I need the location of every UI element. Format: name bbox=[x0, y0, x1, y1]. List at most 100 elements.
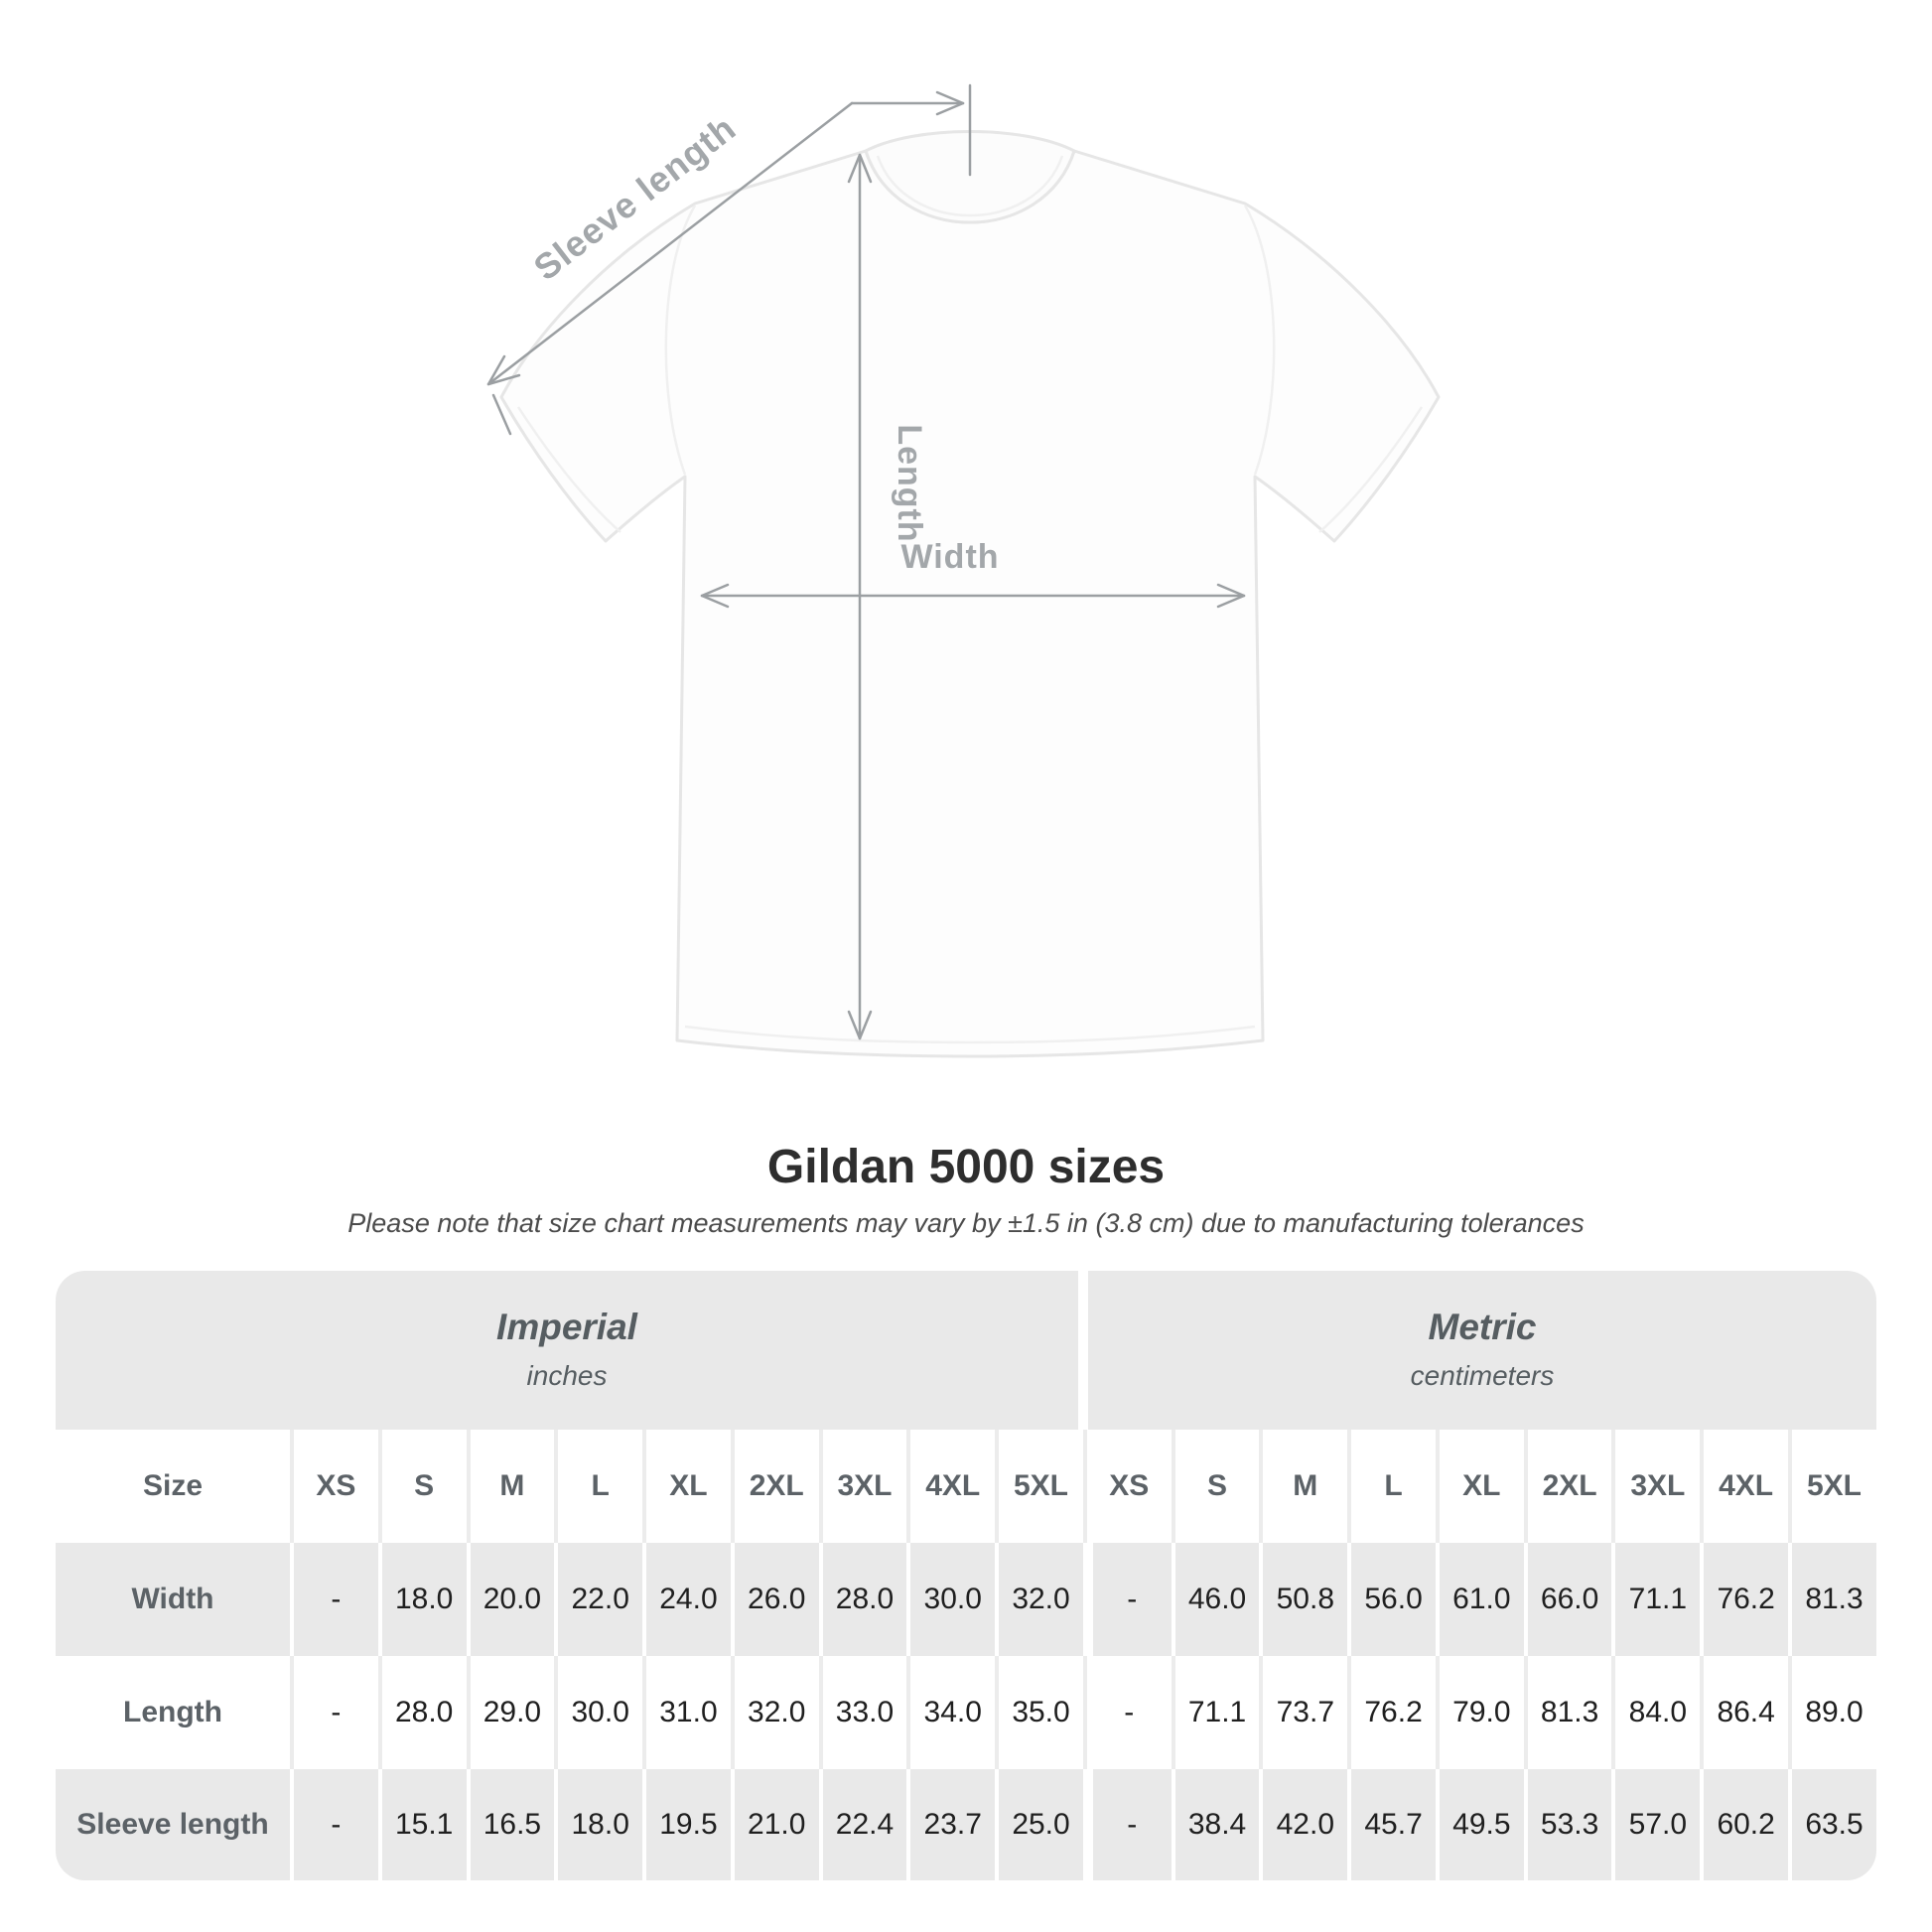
tshirt-left-sleeve-hem bbox=[516, 406, 621, 533]
width-met-m: 50.8 bbox=[1259, 1542, 1347, 1656]
tshirt-collar bbox=[864, 130, 1076, 224]
imperial-col-l: L bbox=[554, 1429, 642, 1543]
length-met-2xl: 81.3 bbox=[1523, 1655, 1612, 1769]
width-imp-l: 22.0 bbox=[554, 1542, 642, 1656]
length-imp-s: 28.0 bbox=[377, 1655, 467, 1769]
sleeve-imp-2xl: 21.0 bbox=[730, 1768, 819, 1880]
imperial-label: Imperial bbox=[496, 1306, 637, 1347]
imperial-col-xs: XS bbox=[290, 1429, 378, 1543]
width-met-xl: 61.0 bbox=[1435, 1542, 1524, 1656]
sleeve-row-label: Sleeve length bbox=[76, 1807, 269, 1841]
length-imp-xs: - bbox=[290, 1655, 378, 1769]
length-met-xl: 79.0 bbox=[1435, 1655, 1524, 1769]
length-imp-m: 29.0 bbox=[466, 1655, 555, 1769]
tshirt-outline bbox=[499, 149, 1441, 1058]
width-met-4xl: 76.2 bbox=[1700, 1542, 1788, 1656]
width-imp-3xl: 28.0 bbox=[818, 1542, 907, 1656]
size-table-section: Imperial inches Metric centimeters Size … bbox=[56, 1270, 1876, 1880]
width-met-l: 56.0 bbox=[1347, 1542, 1436, 1656]
width-row: Width - 18.0 20.0 22.0 24.0 26.0 28.0 30… bbox=[56, 1542, 1876, 1656]
imperial-col-2xl: 2XL bbox=[730, 1429, 819, 1543]
size-table: Size XS S M L XL 2XL 3XL 4XL 5XL XS S M … bbox=[56, 1429, 1876, 1880]
tshirt-bottom-hem-seam bbox=[684, 1025, 1256, 1044]
length-imp-4xl: 34.0 bbox=[906, 1655, 995, 1769]
metric-col-m: M bbox=[1259, 1429, 1347, 1543]
sleeve-imp-s: 15.1 bbox=[377, 1768, 467, 1880]
sleeve-length-dimension-arrow bbox=[486, 83, 972, 436]
width-dimension-arrow bbox=[700, 583, 1246, 609]
length-imp-2xl: 32.0 bbox=[730, 1655, 819, 1769]
sleeve-met-xl: 49.5 bbox=[1435, 1768, 1524, 1880]
length-met-s: 71.1 bbox=[1171, 1655, 1260, 1769]
metric-col-s: S bbox=[1171, 1429, 1260, 1543]
sleeve-imp-3xl: 22.4 bbox=[818, 1768, 907, 1880]
metric-col-3xl: 3XL bbox=[1611, 1429, 1700, 1543]
length-met-m: 73.7 bbox=[1259, 1655, 1347, 1769]
size-header-row: Size XS S M L XL 2XL 3XL 4XL 5XL XS S M … bbox=[56, 1429, 1876, 1543]
sleeve-met-s: 38.4 bbox=[1171, 1768, 1260, 1880]
width-met-s: 46.0 bbox=[1171, 1542, 1260, 1656]
width-row-label: Width bbox=[131, 1582, 214, 1615]
length-met-l: 76.2 bbox=[1347, 1655, 1436, 1769]
tshirt-collar-seam bbox=[876, 155, 1064, 217]
metric-col-4xl: 4XL bbox=[1700, 1429, 1788, 1543]
metric-col-l: L bbox=[1347, 1429, 1436, 1543]
width-imp-5xl: 32.0 bbox=[995, 1542, 1083, 1656]
size-column-header: Size bbox=[142, 1468, 204, 1502]
sleeve-met-5xl: 63.5 bbox=[1788, 1768, 1876, 1880]
sleeve-met-3xl: 57.0 bbox=[1611, 1768, 1700, 1880]
unit-header-band: Imperial inches Metric centimeters bbox=[56, 1270, 1876, 1430]
width-met-xs: - bbox=[1082, 1542, 1172, 1656]
sleeve-met-2xl: 53.3 bbox=[1523, 1768, 1612, 1880]
tshirt-right-sleeve-hem bbox=[1318, 406, 1424, 533]
width-imp-s: 18.0 bbox=[377, 1542, 467, 1656]
imperial-col-xl: XL bbox=[642, 1429, 731, 1543]
imperial-col-4xl: 4XL bbox=[906, 1429, 995, 1543]
length-row: Length - 28.0 29.0 30.0 31.0 32.0 33.0 3… bbox=[56, 1655, 1876, 1769]
length-imp-5xl: 35.0 bbox=[995, 1655, 1083, 1769]
length-met-4xl: 86.4 bbox=[1700, 1655, 1788, 1769]
imperial-col-5xl: 5XL bbox=[995, 1429, 1083, 1543]
metric-unit: centimeters bbox=[1410, 1359, 1555, 1391]
width-met-5xl: 81.3 bbox=[1788, 1542, 1876, 1656]
sleeve-imp-4xl: 23.7 bbox=[906, 1768, 995, 1880]
metric-col-2xl: 2XL bbox=[1523, 1429, 1612, 1543]
sleeve-imp-xl: 19.5 bbox=[642, 1768, 731, 1880]
imperial-col-s: S bbox=[377, 1429, 467, 1543]
sleeve-imp-m: 16.5 bbox=[466, 1768, 555, 1880]
metric-col-5xl: 5XL bbox=[1788, 1429, 1876, 1543]
sleeve-imp-5xl: 25.0 bbox=[995, 1768, 1083, 1880]
length-imp-xl: 31.0 bbox=[642, 1655, 731, 1769]
sleeve-met-4xl: 60.2 bbox=[1700, 1768, 1788, 1880]
length-imp-l: 30.0 bbox=[554, 1655, 642, 1769]
tshirt-measurement-diagram: Sleeve length Length Width bbox=[486, 83, 1441, 1058]
sleeve-met-xs: - bbox=[1082, 1768, 1172, 1880]
width-met-3xl: 71.1 bbox=[1611, 1542, 1700, 1656]
length-imp-3xl: 33.0 bbox=[818, 1655, 907, 1769]
length-label: Length bbox=[891, 424, 928, 542]
length-row-label: Length bbox=[123, 1695, 222, 1728]
metric-col-xs: XS bbox=[1082, 1429, 1172, 1543]
tolerance-note: Please note that size chart measurements… bbox=[347, 1207, 1585, 1238]
imperial-col-3xl: 3XL bbox=[818, 1429, 907, 1543]
sleeve-imp-l: 18.0 bbox=[554, 1768, 642, 1880]
imperial-header: Imperial inches bbox=[56, 1270, 1078, 1430]
sleeve-length-row: Sleeve length - 15.1 16.5 18.0 19.5 21.0… bbox=[56, 1768, 1876, 1880]
width-met-2xl: 66.0 bbox=[1523, 1542, 1612, 1656]
tshirt-right-armhole-seam bbox=[1243, 205, 1276, 476]
width-imp-xl: 24.0 bbox=[642, 1542, 731, 1656]
imperial-col-m: M bbox=[466, 1429, 555, 1543]
width-label: Width bbox=[900, 538, 999, 576]
width-imp-2xl: 26.0 bbox=[730, 1542, 819, 1656]
imperial-unit: inches bbox=[526, 1359, 608, 1391]
length-met-5xl: 89.0 bbox=[1788, 1655, 1876, 1769]
page-title: Gildan 5000 sizes bbox=[766, 1141, 1166, 1193]
sleeve-met-m: 42.0 bbox=[1259, 1768, 1347, 1880]
sleeve-imp-xs: - bbox=[290, 1768, 378, 1880]
metric-label: Metric bbox=[1428, 1306, 1537, 1347]
tshirt-left-armhole-seam bbox=[664, 205, 697, 476]
width-imp-xs: - bbox=[290, 1542, 378, 1656]
width-imp-m: 20.0 bbox=[466, 1542, 555, 1656]
width-imp-4xl: 30.0 bbox=[906, 1542, 995, 1656]
